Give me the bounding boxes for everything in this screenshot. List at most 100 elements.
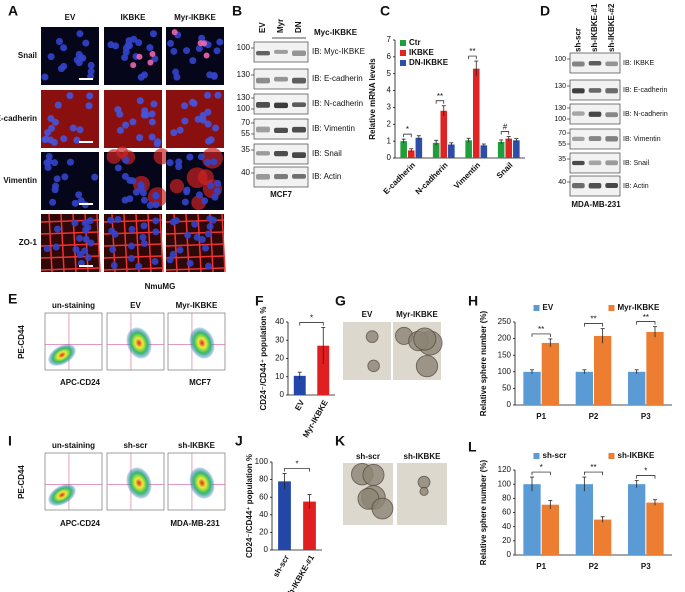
nucleus bbox=[84, 254, 92, 262]
nucleus bbox=[47, 136, 55, 144]
x-tick-label: P3 bbox=[641, 562, 651, 571]
significance-label: ** bbox=[538, 325, 544, 334]
nucleus bbox=[204, 230, 212, 238]
stain bbox=[40, 267, 100, 271]
nucleus bbox=[137, 184, 145, 192]
nucleus bbox=[213, 47, 221, 55]
x-tick-label: Vimentin bbox=[452, 160, 482, 190]
bar bbox=[575, 484, 593, 555]
panel-letter: E bbox=[8, 291, 17, 307]
significance-bracket bbox=[500, 131, 510, 135]
cell-cloud bbox=[48, 344, 76, 366]
nucleus bbox=[204, 158, 212, 166]
nucleus bbox=[114, 106, 122, 114]
bar bbox=[317, 345, 330, 395]
blot bbox=[253, 68, 309, 90]
nucleus bbox=[136, 97, 144, 105]
nucleus bbox=[116, 126, 124, 134]
bar bbox=[594, 519, 612, 555]
y-tick-label: 4 bbox=[387, 86, 392, 95]
panel-letter: B bbox=[232, 3, 242, 19]
plot-title: un-staining bbox=[52, 441, 95, 450]
group-label: Myc-IKBKE bbox=[314, 28, 358, 37]
significance-label: * bbox=[310, 314, 313, 323]
size-marker: 130 bbox=[237, 70, 251, 79]
size-marker: 130 bbox=[237, 93, 251, 102]
nucleus bbox=[129, 118, 137, 126]
stain bbox=[60, 213, 65, 273]
y-tick-label: 100 bbox=[498, 367, 512, 376]
legend-swatch bbox=[533, 453, 540, 459]
stain bbox=[221, 213, 226, 273]
significance-bracket bbox=[583, 323, 604, 327]
y-tick-label: 6 bbox=[387, 52, 392, 61]
image-label: sh-IKBKE bbox=[404, 452, 442, 461]
nucleus bbox=[188, 98, 196, 106]
size-marker: 130 bbox=[554, 105, 566, 112]
nucleus bbox=[82, 235, 90, 243]
nucleus bbox=[44, 164, 52, 172]
y-tick-label: 100 bbox=[255, 457, 269, 466]
column-label: Myr-IKBKE bbox=[174, 13, 216, 22]
nucleus bbox=[124, 41, 132, 49]
nucleus bbox=[150, 100, 158, 108]
nucleus bbox=[201, 197, 209, 205]
nucleus bbox=[194, 115, 202, 123]
stain bbox=[201, 40, 208, 47]
significance-bracket bbox=[403, 133, 412, 138]
lane-label: EV bbox=[258, 22, 267, 33]
nucleus bbox=[54, 101, 62, 109]
bar bbox=[646, 331, 664, 405]
legend-label: sh-scr bbox=[543, 451, 567, 460]
column-label: IKBKE bbox=[121, 13, 147, 22]
y-tick-label: 150 bbox=[498, 350, 512, 359]
nucleus bbox=[82, 39, 90, 47]
blot-label: IB: N-cadherin bbox=[312, 99, 363, 108]
size-marker: 130 bbox=[554, 83, 566, 90]
nucleus bbox=[207, 182, 215, 190]
row-label: E-cadherin bbox=[0, 114, 37, 123]
stain bbox=[135, 213, 140, 273]
nucleus bbox=[212, 124, 220, 132]
nucleus bbox=[69, 124, 77, 132]
x-tick-label: P1 bbox=[536, 562, 546, 571]
nucleus bbox=[86, 92, 94, 100]
band bbox=[274, 76, 288, 82]
nucleus bbox=[204, 91, 212, 99]
stain bbox=[197, 169, 214, 186]
nucleus bbox=[152, 217, 160, 225]
y-tick-label: 200 bbox=[498, 334, 512, 343]
nucleus bbox=[191, 220, 199, 228]
significance-label: * bbox=[644, 467, 647, 476]
legend-swatch bbox=[608, 305, 615, 311]
sphere bbox=[413, 327, 437, 351]
nucleus bbox=[181, 117, 189, 125]
significance-bracket bbox=[531, 333, 551, 337]
nucleus bbox=[186, 153, 194, 161]
nucleus bbox=[137, 73, 145, 81]
bar bbox=[523, 484, 541, 555]
nucleus bbox=[72, 245, 80, 253]
legend-swatch bbox=[400, 40, 406, 46]
band bbox=[292, 174, 306, 179]
nucleus bbox=[87, 67, 95, 75]
band bbox=[572, 88, 585, 94]
y-tick-label: 1 bbox=[387, 136, 392, 145]
panel-letter: J bbox=[235, 433, 243, 449]
nucleus bbox=[148, 110, 156, 118]
significance-bracket bbox=[583, 471, 604, 476]
blot-label: IB: Vimentin bbox=[623, 136, 661, 143]
size-marker: 40 bbox=[241, 168, 250, 177]
nucleus bbox=[107, 41, 115, 49]
bar bbox=[497, 141, 505, 158]
nucleus bbox=[152, 228, 160, 236]
size-marker: 100 bbox=[237, 43, 251, 52]
band bbox=[605, 136, 618, 142]
nucleus bbox=[139, 233, 147, 241]
caption: MDA-MB-231 bbox=[571, 200, 621, 209]
blot bbox=[253, 41, 309, 63]
nucleus bbox=[52, 182, 60, 190]
blot-label: IB: Snail bbox=[312, 149, 342, 158]
nucleus bbox=[51, 118, 59, 126]
band bbox=[588, 160, 602, 166]
